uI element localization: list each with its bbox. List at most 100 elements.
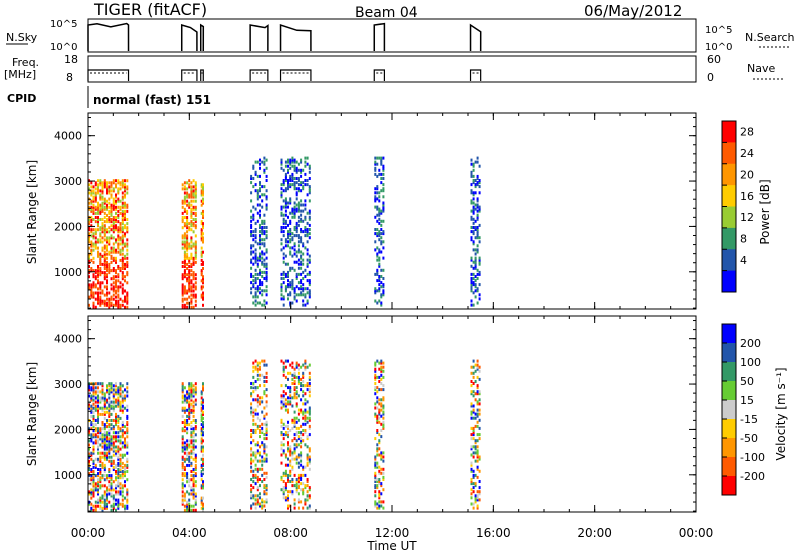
range-cell [106,248,108,252]
range-cell [108,185,111,189]
range-cell [108,181,111,185]
range-cell [304,226,307,229]
range-cell [374,463,377,467]
range-cell [200,392,203,396]
range-cell [265,400,268,404]
range-cell [112,258,115,262]
range-cell [282,367,285,371]
range-cell [252,410,255,414]
range-cell [252,382,255,385]
range-cell [293,422,296,426]
range-cell [259,283,261,287]
range-cell [121,236,124,240]
range-cell [300,228,303,231]
range-cell [99,470,102,473]
range-cell [374,232,377,236]
range-cell [119,435,122,439]
range-cell [474,412,477,416]
range-cell [472,382,475,385]
range-cell [106,492,108,496]
range-cell [289,490,292,494]
range-cell [256,289,259,293]
range-cell [124,254,126,258]
range-cell [261,275,264,278]
range-cell [282,281,285,285]
range-cell [121,406,124,410]
range-cell [202,191,204,195]
range-cell [192,431,195,435]
range-cell [295,228,298,231]
range-cell [297,189,300,193]
range-cell [252,279,255,283]
range-cell [108,252,111,256]
range-cell [119,441,122,445]
range-cell [380,162,383,166]
range-cell [90,488,93,492]
range-cell [103,500,106,504]
range-cell [181,216,184,219]
range-cell [115,472,117,476]
range-cell [287,449,289,453]
range-cell [474,283,477,287]
range-cell [252,414,255,418]
range-cell [474,445,477,449]
range-cell [94,392,97,396]
range-cell [280,453,283,457]
range-cell [200,228,203,232]
range-cell [90,492,93,496]
range-cell [254,295,257,299]
range-cell [110,406,113,410]
range-cell [97,299,99,303]
range-cell [188,459,191,463]
range-cell [287,275,289,278]
range-cell [126,435,129,439]
nave-tick-bottom: 0 [707,71,714,84]
range-cell [108,390,111,394]
range-cell [126,226,129,230]
range-cell [472,226,475,229]
range-cell [99,476,102,480]
nsky-panel [87,18,697,53]
range-cell [99,455,102,459]
range-cell [88,455,90,459]
range-cell [192,195,195,199]
range-cell [181,465,184,469]
range-cell [376,375,379,379]
range-cell [186,218,189,221]
range-cell [478,426,481,430]
range-cell [112,468,115,471]
range-cell [374,228,377,231]
range-cell [117,461,120,465]
range-cell [254,506,257,510]
range-cell [110,256,113,260]
range-cell [186,396,189,400]
range-cell [117,445,120,449]
range-cell [256,262,259,266]
range-cell [374,287,377,291]
range-cell [108,470,111,473]
range-cell [117,226,120,230]
range-cell [186,502,189,506]
range-cell [254,408,257,412]
range-cell [280,207,283,211]
range-cell [252,283,255,287]
range-cell [90,291,93,295]
range-cell [202,506,204,510]
range-cell [474,219,477,223]
range-cell [188,388,191,392]
range-cell [88,252,90,256]
range-cell [300,291,303,295]
range-cell [112,498,115,502]
range-cell [92,429,95,433]
range-cell [472,473,475,477]
range-cell [282,365,285,369]
range-cell [121,384,124,388]
range-cell [304,414,307,418]
range-cell [190,209,193,213]
range-cell [202,504,204,508]
range-cell [478,490,481,494]
range-cell [99,398,102,402]
range-cell [378,410,381,414]
range-cell [302,209,305,213]
range-cell [478,209,481,213]
